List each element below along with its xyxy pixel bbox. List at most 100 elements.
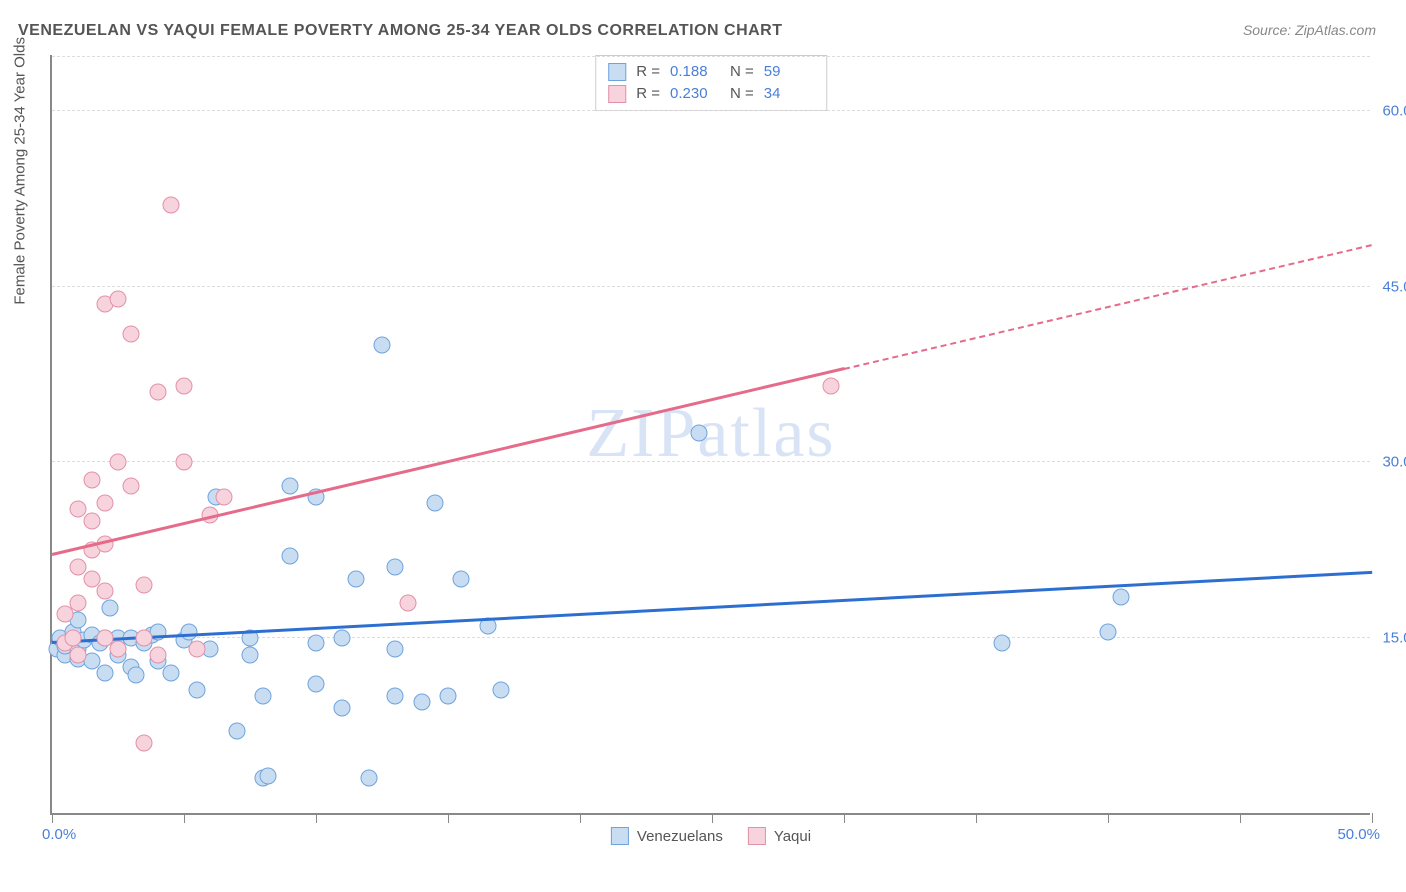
legend-label: Venezuelans	[637, 828, 723, 845]
data-point	[334, 629, 351, 646]
x-tick	[448, 813, 449, 823]
x-tick	[712, 813, 713, 823]
gridline	[52, 461, 1370, 462]
y-axis-title: Female Poverty Among 25-34 Year Olds	[12, 37, 29, 305]
data-point	[96, 664, 113, 681]
legend-swatch	[748, 827, 766, 845]
x-tick	[1108, 813, 1109, 823]
chart-container: VENEZUELAN VS YAQUI FEMALE POVERTY AMONG…	[0, 0, 1406, 892]
y-tick-label: 45.0%	[1382, 278, 1406, 295]
data-point	[228, 723, 245, 740]
series-legend: Venezuelans Yaqui	[611, 827, 811, 845]
data-point	[1100, 623, 1117, 640]
gridline	[52, 56, 1370, 57]
x-tick	[580, 813, 581, 823]
data-point	[136, 629, 153, 646]
data-point	[255, 688, 272, 705]
x-tick	[1240, 813, 1241, 823]
data-point	[453, 571, 470, 588]
y-tick-label: 60.0%	[1382, 103, 1406, 120]
legend-swatch	[611, 827, 629, 845]
data-point	[387, 641, 404, 658]
data-point	[162, 664, 179, 681]
y-tick-label: 30.0%	[1382, 454, 1406, 471]
plot-area: ZIPatlas R =0.188N =59R =0.230N =34 Vene…	[50, 55, 1370, 815]
data-point	[65, 629, 82, 646]
gridline	[52, 286, 1370, 287]
data-point	[242, 647, 259, 664]
data-point	[347, 571, 364, 588]
data-point	[83, 471, 100, 488]
data-point	[387, 559, 404, 576]
data-point	[136, 577, 153, 594]
stats-legend-row: R =0.230N =34	[608, 83, 814, 105]
data-point	[360, 769, 377, 786]
legend-item: Yaqui	[748, 827, 811, 845]
x-tick	[976, 813, 977, 823]
data-point	[281, 477, 298, 494]
data-point	[123, 477, 140, 494]
legend-swatch	[608, 85, 626, 103]
data-point	[70, 647, 87, 664]
r-value: 0.188	[670, 61, 720, 83]
x-tick	[844, 813, 845, 823]
n-label: N =	[730, 61, 754, 83]
stats-legend: R = 0.188 N = 59R = 0.230 N = 34	[595, 55, 827, 111]
regression-line-extrapolated	[844, 244, 1372, 370]
source-label: Source:	[1243, 22, 1291, 38]
data-point	[308, 676, 325, 693]
data-point	[334, 699, 351, 716]
data-point	[128, 667, 145, 684]
data-point	[83, 512, 100, 529]
source-attribution: Source: ZipAtlas.com	[1243, 22, 1376, 38]
source-name: ZipAtlas.com	[1295, 22, 1376, 38]
data-point	[994, 635, 1011, 652]
data-point	[110, 641, 127, 658]
x-max-label: 50.0%	[1337, 826, 1380, 843]
data-point	[149, 384, 166, 401]
chart-title: VENEZUELAN VS YAQUI FEMALE POVERTY AMONG…	[18, 22, 783, 40]
n-value: 59	[764, 61, 814, 83]
legend-label: Yaqui	[774, 828, 811, 845]
data-point	[426, 495, 443, 512]
x-tick	[52, 813, 53, 823]
data-point	[189, 641, 206, 658]
data-point	[492, 682, 509, 699]
data-point	[400, 594, 417, 611]
data-point	[281, 547, 298, 564]
x-tick	[1372, 813, 1373, 823]
data-point	[136, 734, 153, 751]
r-label: R =	[636, 61, 660, 83]
data-point	[413, 693, 430, 710]
gridline	[52, 110, 1370, 111]
data-point	[70, 594, 87, 611]
x-tick	[316, 813, 317, 823]
legend-swatch	[608, 63, 626, 81]
data-point	[181, 623, 198, 640]
data-point	[189, 682, 206, 699]
data-point	[102, 600, 119, 617]
legend-item: Venezuelans	[611, 827, 723, 845]
x-min-label: 0.0%	[42, 826, 76, 843]
data-point	[110, 454, 127, 471]
data-point	[110, 290, 127, 307]
data-point	[215, 489, 232, 506]
stats-legend-row: R = 0.188 N = 59	[608, 61, 814, 83]
x-tick	[184, 813, 185, 823]
data-point	[1113, 588, 1130, 605]
y-tick-label: 15.0%	[1382, 629, 1406, 646]
r-value: 0.230	[670, 83, 720, 105]
data-point	[308, 635, 325, 652]
data-point	[96, 582, 113, 599]
data-point	[260, 767, 277, 784]
data-point	[149, 647, 166, 664]
regression-line	[52, 571, 1372, 644]
data-point	[690, 425, 707, 442]
n-label: N =	[730, 83, 754, 105]
data-point	[374, 337, 391, 354]
data-point	[123, 325, 140, 342]
data-point	[176, 378, 193, 395]
data-point	[822, 378, 839, 395]
n-value: 34	[764, 83, 814, 105]
data-point	[162, 197, 179, 214]
